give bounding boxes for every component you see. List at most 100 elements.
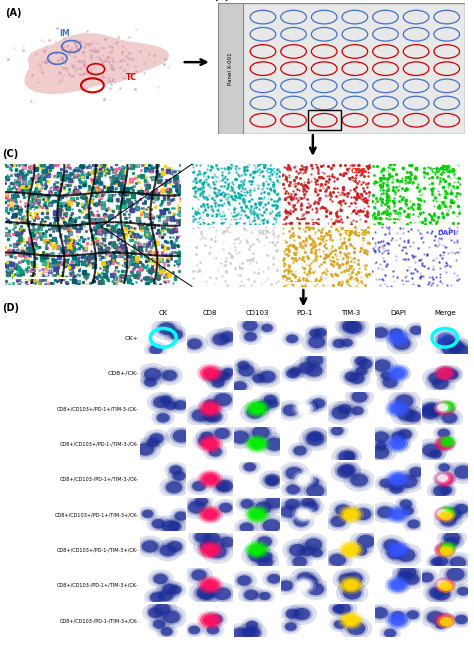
Circle shape bbox=[388, 401, 408, 416]
Circle shape bbox=[244, 332, 257, 341]
Circle shape bbox=[337, 572, 357, 587]
Circle shape bbox=[244, 505, 270, 524]
Circle shape bbox=[445, 339, 474, 363]
Circle shape bbox=[249, 497, 278, 519]
Circle shape bbox=[332, 619, 347, 630]
Circle shape bbox=[248, 549, 266, 562]
Circle shape bbox=[161, 537, 188, 557]
Circle shape bbox=[333, 605, 344, 613]
Circle shape bbox=[438, 541, 457, 555]
Circle shape bbox=[351, 364, 372, 379]
Circle shape bbox=[401, 506, 415, 517]
Circle shape bbox=[307, 545, 328, 560]
Circle shape bbox=[154, 603, 171, 615]
Circle shape bbox=[431, 483, 451, 498]
Circle shape bbox=[287, 542, 309, 558]
Circle shape bbox=[248, 549, 266, 562]
Circle shape bbox=[153, 620, 165, 628]
Circle shape bbox=[166, 584, 183, 596]
Circle shape bbox=[162, 521, 179, 533]
Circle shape bbox=[297, 572, 314, 585]
Circle shape bbox=[263, 519, 281, 532]
Circle shape bbox=[350, 473, 368, 487]
Circle shape bbox=[433, 588, 450, 600]
Circle shape bbox=[444, 566, 467, 583]
Circle shape bbox=[203, 544, 218, 555]
Circle shape bbox=[442, 413, 457, 424]
Circle shape bbox=[329, 404, 353, 421]
Circle shape bbox=[390, 430, 408, 443]
Circle shape bbox=[236, 360, 251, 371]
Circle shape bbox=[438, 365, 462, 383]
Circle shape bbox=[255, 502, 272, 513]
Circle shape bbox=[257, 536, 272, 547]
Circle shape bbox=[340, 464, 355, 475]
Circle shape bbox=[335, 315, 366, 337]
Circle shape bbox=[203, 579, 218, 591]
Text: CK: CK bbox=[265, 168, 276, 175]
Circle shape bbox=[214, 428, 230, 439]
Circle shape bbox=[352, 391, 367, 402]
Circle shape bbox=[294, 516, 309, 526]
Circle shape bbox=[207, 625, 219, 634]
Text: 200 μm: 200 μm bbox=[32, 268, 53, 273]
Circle shape bbox=[171, 470, 188, 482]
Circle shape bbox=[215, 327, 241, 347]
Circle shape bbox=[305, 538, 322, 551]
Circle shape bbox=[300, 349, 330, 371]
Circle shape bbox=[391, 403, 405, 414]
Circle shape bbox=[422, 405, 435, 415]
Circle shape bbox=[253, 500, 274, 515]
Circle shape bbox=[147, 598, 177, 619]
Circle shape bbox=[349, 389, 370, 404]
Circle shape bbox=[440, 411, 459, 425]
Circle shape bbox=[444, 532, 460, 544]
Circle shape bbox=[142, 509, 153, 518]
Text: Panel X-001: Panel X-001 bbox=[228, 52, 233, 85]
Circle shape bbox=[215, 481, 230, 492]
Circle shape bbox=[437, 404, 448, 411]
Circle shape bbox=[218, 535, 237, 549]
Text: 50 μm: 50 μm bbox=[391, 212, 406, 217]
Circle shape bbox=[162, 517, 186, 535]
Circle shape bbox=[334, 620, 346, 628]
Circle shape bbox=[431, 558, 442, 566]
Circle shape bbox=[137, 506, 158, 521]
Circle shape bbox=[435, 613, 455, 628]
Circle shape bbox=[354, 533, 378, 550]
Text: TIM-3: TIM-3 bbox=[344, 230, 366, 237]
Circle shape bbox=[295, 578, 313, 592]
Circle shape bbox=[207, 369, 228, 385]
Circle shape bbox=[203, 368, 218, 379]
Circle shape bbox=[243, 627, 257, 637]
Circle shape bbox=[144, 378, 156, 387]
Circle shape bbox=[392, 425, 418, 443]
Circle shape bbox=[283, 539, 313, 561]
Circle shape bbox=[438, 435, 457, 449]
Circle shape bbox=[173, 510, 189, 522]
Circle shape bbox=[169, 330, 183, 339]
Circle shape bbox=[405, 411, 421, 422]
Circle shape bbox=[153, 396, 169, 408]
Circle shape bbox=[401, 572, 422, 587]
Circle shape bbox=[201, 530, 223, 546]
Circle shape bbox=[295, 472, 313, 486]
Circle shape bbox=[380, 479, 392, 488]
Circle shape bbox=[287, 603, 317, 625]
Circle shape bbox=[387, 479, 405, 491]
Circle shape bbox=[231, 571, 257, 590]
Circle shape bbox=[257, 369, 278, 385]
Circle shape bbox=[383, 377, 398, 388]
Circle shape bbox=[246, 407, 263, 419]
Circle shape bbox=[432, 471, 453, 486]
Circle shape bbox=[286, 334, 298, 343]
Circle shape bbox=[204, 532, 220, 544]
Circle shape bbox=[374, 360, 391, 371]
Circle shape bbox=[434, 508, 451, 519]
Circle shape bbox=[400, 475, 418, 488]
Circle shape bbox=[157, 579, 182, 598]
Circle shape bbox=[169, 330, 183, 339]
Circle shape bbox=[447, 568, 465, 581]
Circle shape bbox=[427, 611, 444, 623]
Circle shape bbox=[437, 580, 448, 588]
